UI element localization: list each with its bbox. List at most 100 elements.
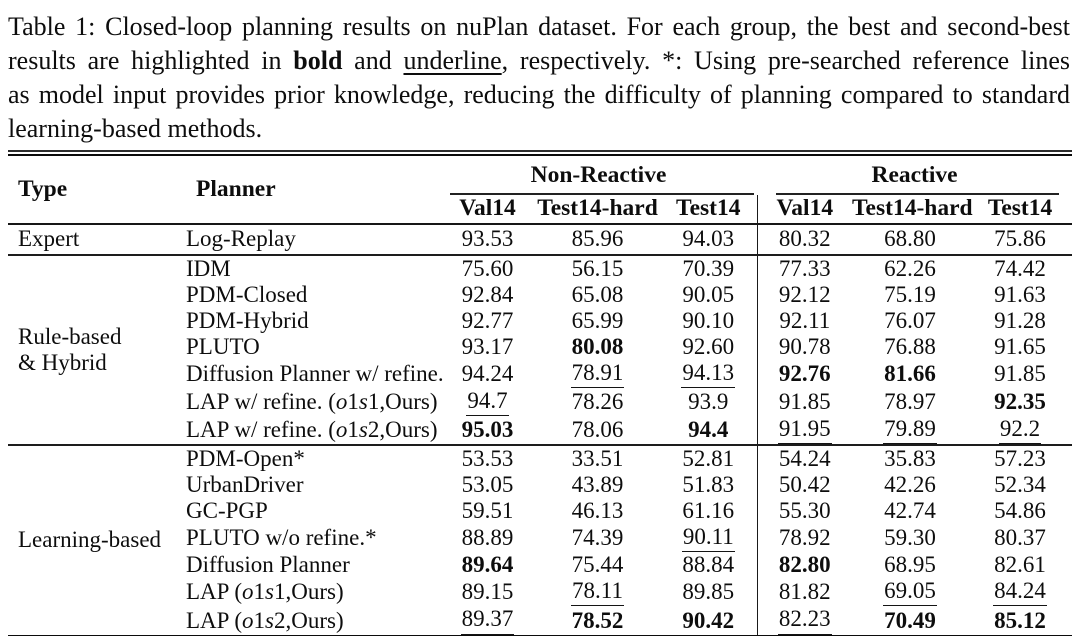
column-group-rule (450, 193, 755, 195)
metric-value: 35.83 (884, 446, 936, 472)
metric-cell: 82.23 (756, 606, 853, 636)
group-type-cell: Expert (8, 224, 186, 255)
metric-value: 91.65 (994, 333, 1046, 359)
metric-value: 78.91 (570, 360, 625, 388)
metric-cell: 75.44 (535, 552, 660, 578)
table-row: LAP (o1s1,Ours) 89.15 78.11 89.85 81.82 69.05… (8, 578, 1072, 607)
metric-value: 80.37 (994, 525, 1046, 551)
metric-cell: 53.05 (440, 472, 535, 498)
table-row: PLUTO w/o refine.* 88.89 74.39 90.11 78.92 59… (8, 524, 1072, 553)
metric-cell: 91.85 (756, 387, 853, 417)
metric-value: 90.11 (681, 525, 735, 553)
metric-value: 52.34 (994, 472, 1046, 498)
metric-value: 75.19 (884, 281, 936, 307)
metric-cell: 92.60 (660, 334, 757, 360)
metric-cell: 75.86 (968, 224, 1072, 255)
metric-cell: 92.76 (756, 359, 853, 388)
metric-cell: 89.85 (660, 578, 757, 606)
metric-value: 92.12 (778, 281, 831, 307)
text-segment: o (242, 579, 254, 605)
metric-value: 75.44 (571, 552, 624, 578)
caption-line: learning-based methods. (8, 114, 263, 143)
metric-cell: 93.9 (660, 388, 757, 416)
metric-cell: 51.83 (660, 472, 757, 498)
metric-cell: 42.26 (852, 472, 968, 498)
column-header-test14-hard: Test14-hard (852, 194, 973, 225)
planner-cell: PDM-Closed (186, 281, 308, 307)
text-segment: s (265, 579, 274, 605)
metric-value: 89.15 (461, 579, 514, 605)
metric-cell: 81.82 (756, 578, 853, 607)
metric-value: 78.97 (884, 388, 936, 414)
column-header-test14: Test14 (968, 194, 1073, 225)
metric-cell: 56.15 (535, 253, 660, 282)
group-type-cell: Learning-based (8, 444, 186, 636)
metric-cell: 94.7 (440, 388, 535, 417)
metric-cell: 74.39 (535, 524, 660, 552)
group-type-line: Expert (18, 226, 80, 252)
metric-value: 80.08 (571, 333, 624, 359)
metric-cell: 65.08 (535, 282, 660, 308)
metric-value: 91.28 (994, 307, 1046, 333)
metric-cell: 33.51 (535, 444, 660, 473)
metric-cell: 94.24 (440, 360, 535, 388)
caption-line: Table 1: Closed-loop planning results on… (8, 12, 1070, 41)
metric-cell: 42.74 (852, 498, 968, 524)
metric-value: 94.7 (466, 388, 509, 417)
planner-cell: GC-PGP (186, 498, 268, 524)
metric-cell: 92.35 (968, 388, 1072, 416)
table-row: LAP w/ refine. (o1s1,Ours) 94.7 78.26 93.9 9… (8, 387, 1072, 417)
caption-line: results are highlighted in bold and unde… (8, 46, 1070, 75)
metric-value: 91.95 (777, 416, 832, 445)
metric-value: 50.42 (778, 472, 831, 498)
metric-value: 65.99 (571, 307, 624, 333)
metric-cell: 85.96 (535, 224, 660, 255)
metric-value: 56.15 (571, 255, 624, 281)
metric-cell: 43.89 (535, 472, 660, 498)
metric-value: 62.26 (884, 255, 936, 281)
metric-cell: 81.66 (852, 360, 968, 388)
metric-cell: 93.53 (440, 224, 535, 255)
metric-value: 94.4 (688, 417, 729, 443)
metric-value: 78.11 (571, 579, 624, 607)
metric-cell: 91.63 (968, 282, 1072, 308)
metric-cell: 55.30 (756, 498, 853, 525)
metric-cell: 85.12 (968, 606, 1072, 636)
metric-cell: 68.80 (852, 224, 968, 255)
metric-value: 51.83 (682, 472, 735, 498)
metric-cell: 89.64 (440, 552, 535, 578)
metric-value: 81.82 (778, 579, 831, 605)
metric-value: 59.51 (461, 498, 514, 524)
metric-cell: 78.97 (852, 388, 968, 416)
planner-cell: LAP (o1s1,Ours) (186, 579, 344, 605)
text-segment: s (265, 607, 274, 633)
planner-cell: Diffusion Planner w/ refine. (186, 360, 444, 386)
metric-value: 70.39 (682, 255, 735, 281)
planner-cell: PDM-Open* (186, 444, 440, 473)
metric-value: 88.89 (461, 525, 514, 551)
table-row: Diffusion Planner w/ refine. 94.24 78.91 94… (8, 359, 1072, 388)
metric-value: 85.12 (994, 607, 1046, 633)
metric-value: 78.52 (571, 607, 624, 633)
metric-value: 89.64 (461, 552, 514, 578)
metric-cell: 90.05 (660, 282, 757, 308)
metric-cell: 69.05 (852, 578, 968, 607)
text-segment: o (335, 388, 348, 414)
metric-cell: 88.84 (660, 552, 757, 578)
metric-cell: 82.80 (756, 552, 853, 579)
metric-cell: 91.65 (968, 334, 1072, 360)
metric-value: 70.49 (884, 607, 936, 633)
planner-cell: PLUTO (186, 333, 260, 359)
metric-cell: 57.23 (968, 444, 1073, 473)
metric-value: 92.35 (994, 388, 1046, 414)
metric-cell: 54.24 (756, 444, 853, 473)
metric-value: 54.24 (778, 446, 831, 472)
metric-value: 91.85 (778, 388, 831, 414)
metric-cell: 35.83 (852, 444, 969, 473)
metric-value: 59.30 (884, 525, 936, 551)
metric-cell: 92.12 (756, 281, 853, 308)
column-header-test14: Test14 (660, 194, 758, 225)
text-segment: s (358, 388, 368, 414)
metric-value: 82.80 (778, 552, 831, 578)
metric-value: 94.13 (681, 360, 736, 388)
